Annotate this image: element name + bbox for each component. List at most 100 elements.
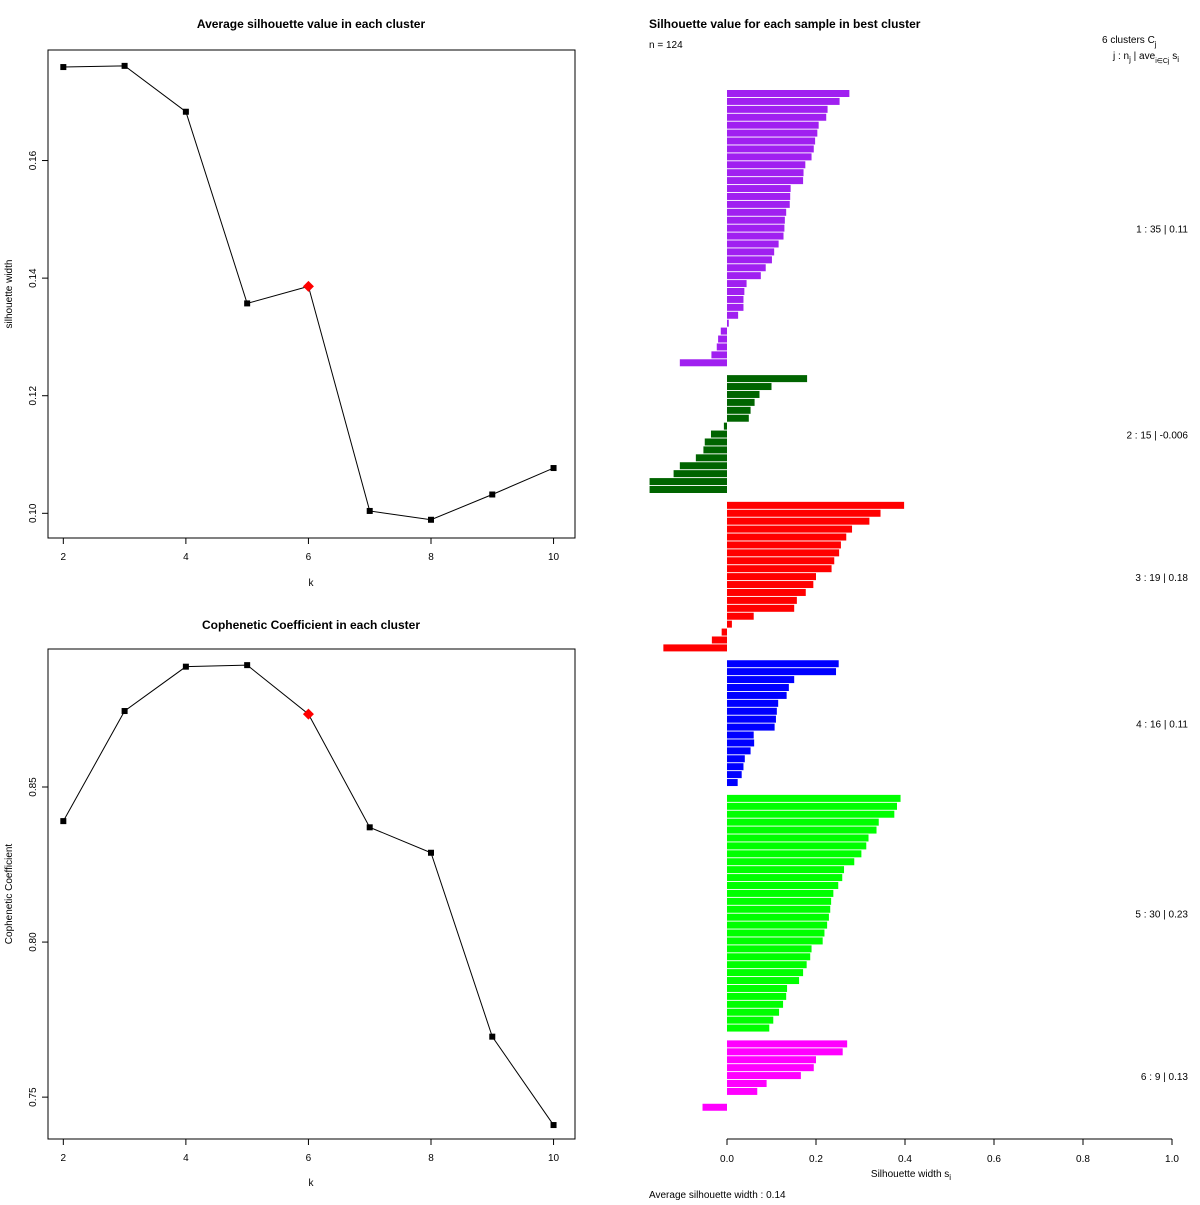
silhouette-bar-cluster-3 bbox=[727, 573, 816, 581]
silhouette-bar-cluster-3 bbox=[663, 644, 727, 652]
silhouette-bar-cluster-5 bbox=[727, 913, 829, 921]
chart2-title: Cophenetic Coefficient in each cluster bbox=[202, 618, 420, 632]
silhouette-bar-cluster-5 bbox=[727, 794, 901, 802]
cluster-header-sub4: i bbox=[1177, 55, 1179, 64]
chart2-data-point bbox=[182, 663, 189, 670]
silhouette-bar-cluster-2 bbox=[703, 446, 727, 454]
chart2-x-tick-label: 4 bbox=[183, 1153, 189, 1164]
silhouette-bar-cluster-3 bbox=[727, 509, 881, 517]
silhouette-bar-cluster-1 bbox=[727, 192, 791, 200]
chart1-data-point bbox=[427, 516, 434, 523]
silhouette-bar-cluster-3 bbox=[727, 620, 732, 628]
silhouette-bar-cluster-1 bbox=[727, 303, 744, 311]
silhouette-bar-cluster-1 bbox=[727, 264, 766, 272]
silhouette-bar-cluster-2 bbox=[695, 454, 727, 462]
silhouette-bar-cluster-5 bbox=[727, 1008, 780, 1016]
chart2-best-k-point bbox=[302, 708, 314, 720]
chart1-y-tick-label: 0.14 bbox=[28, 268, 39, 288]
silhouette-bar-cluster-4 bbox=[727, 771, 742, 779]
silhouette-bar-cluster-4 bbox=[727, 660, 839, 668]
chart3-x-axis-label-sub: i bbox=[949, 1173, 951, 1182]
chart1-marks bbox=[60, 62, 557, 523]
silhouette-bar-cluster-5 bbox=[727, 882, 839, 889]
silhouette-bar-cluster-1 bbox=[727, 121, 819, 129]
chart2-data-point bbox=[366, 824, 373, 831]
chart3-x-tick-label: 1.0 bbox=[1165, 1154, 1179, 1165]
silhouette-bar-cluster-1 bbox=[716, 343, 727, 351]
silhouette-bar-cluster-5 bbox=[727, 953, 811, 961]
chart1-data-point bbox=[550, 465, 557, 472]
silhouette-bar-cluster-1 bbox=[727, 216, 785, 224]
silhouette-bar-cluster-1 bbox=[727, 97, 840, 105]
silhouette-bar-cluster-5 bbox=[727, 810, 895, 818]
silhouette-bar-cluster-5 bbox=[727, 850, 862, 858]
silhouette-bar-cluster-4 bbox=[727, 676, 795, 684]
chart1-title: Average silhouette value in each cluster bbox=[197, 17, 426, 31]
chart2-plot-frame bbox=[47, 648, 576, 1140]
silhouette-bar-cluster-6 bbox=[727, 1048, 843, 1056]
silhouette-bar-cluster-2 bbox=[727, 406, 751, 414]
silhouette-bar-cluster-4 bbox=[727, 707, 777, 715]
silhouette-bar-cluster-3 bbox=[727, 565, 832, 573]
silhouette-bar-cluster-3 bbox=[727, 525, 853, 533]
silhouette-bar-cluster-2 bbox=[704, 438, 727, 446]
silhouette-bar-cluster-1 bbox=[727, 295, 744, 303]
chart2-data-point bbox=[427, 849, 434, 856]
chart3-x-tick-label: 0.2 bbox=[809, 1154, 823, 1165]
silhouette-bar-cluster-5 bbox=[727, 937, 823, 945]
silhouette-bar-cluster-1 bbox=[727, 177, 804, 185]
chart1-best-k-point bbox=[302, 280, 314, 292]
chart2-data-point bbox=[550, 1122, 557, 1129]
silhouette-line-chart: Average silhouette value in each cluster… bbox=[4, 17, 576, 589]
silhouette-bar-cluster-2 bbox=[727, 390, 760, 398]
chart2-x-tick-label: 10 bbox=[548, 1153, 560, 1164]
silhouette-bar-cluster-1 bbox=[727, 224, 785, 232]
chart3-x-tick-label: 0.0 bbox=[720, 1154, 734, 1165]
silhouette-bar-cluster-3 bbox=[727, 517, 870, 525]
silhouette-bar-cluster-5 bbox=[727, 969, 804, 977]
chart2-x-tick-label: 8 bbox=[428, 1153, 434, 1164]
silhouette-bar-cluster-2 bbox=[679, 462, 727, 470]
silhouette-bar-cluster-1 bbox=[727, 90, 850, 97]
silhouette-bar-cluster-2 bbox=[727, 398, 755, 406]
cluster-header-text2c: s bbox=[1169, 51, 1177, 62]
chart2-series-line bbox=[62, 664, 554, 1126]
chart1-x-tick-label: 2 bbox=[61, 552, 67, 563]
silhouette-bar-cluster-3 bbox=[727, 612, 754, 620]
silhouette-bar-cluster-1 bbox=[679, 359, 727, 367]
silhouette-bar-cluster-2 bbox=[727, 375, 808, 383]
silhouette-bar-cluster-5 bbox=[727, 889, 834, 897]
silhouette-bar-cluster-6 bbox=[727, 1040, 848, 1048]
silhouette-bar-cluster-5 bbox=[727, 905, 831, 913]
chart1-x-tick-label: 6 bbox=[306, 552, 312, 563]
silhouette-bar-cluster-5 bbox=[727, 921, 828, 929]
silhouette-bar-cluster-4 bbox=[727, 739, 755, 747]
silhouette-bar-cluster-3 bbox=[721, 628, 727, 636]
silhouette-bar-cluster-4 bbox=[727, 699, 779, 707]
silhouette-bar-cluster-1 bbox=[727, 137, 816, 145]
silhouette-bar-cluster-1 bbox=[727, 311, 739, 319]
silhouette-bar-chart: Silhouette value for each sample in best… bbox=[649, 17, 1188, 1201]
silhouette-bar-cluster-5 bbox=[727, 1024, 770, 1032]
silhouette-bar-cluster-5 bbox=[727, 929, 825, 937]
cluster-label-4: 4 : 16 | 0.11 bbox=[1136, 720, 1188, 731]
silhouette-bar-cluster-6 bbox=[727, 1072, 801, 1080]
silhouette-bar-cluster-4 bbox=[727, 747, 751, 755]
silhouette-bar-cluster-5 bbox=[727, 977, 800, 985]
silhouette-bar-cluster-1 bbox=[727, 200, 790, 208]
cluster-labels: 1 : 35 | 0.11 2 : 15 | -0.006 3 : 19 | 0.1… bbox=[1126, 225, 1188, 1083]
silhouette-bar-cluster-5 bbox=[727, 826, 877, 834]
silhouette-bar-cluster-3 bbox=[727, 549, 840, 557]
chart3-x-tick-label: 0.6 bbox=[987, 1154, 1001, 1165]
silhouette-bar-cluster-1 bbox=[711, 351, 727, 359]
chart1-axes: 2 4 6 8 10 0.10 0.12 0.14 0.16 bbox=[28, 150, 560, 563]
silhouette-bar-cluster-5 bbox=[727, 874, 843, 882]
chart1-data-point bbox=[366, 507, 373, 514]
silhouette-bar-cluster-1 bbox=[727, 153, 812, 161]
silhouette-bar-cluster-5 bbox=[727, 961, 807, 969]
silhouette-bar-cluster-4 bbox=[727, 723, 775, 731]
silhouette-bar-cluster-1 bbox=[727, 161, 806, 169]
chart2-data-point bbox=[60, 818, 67, 825]
silhouette-bar-cluster-1 bbox=[727, 169, 804, 177]
